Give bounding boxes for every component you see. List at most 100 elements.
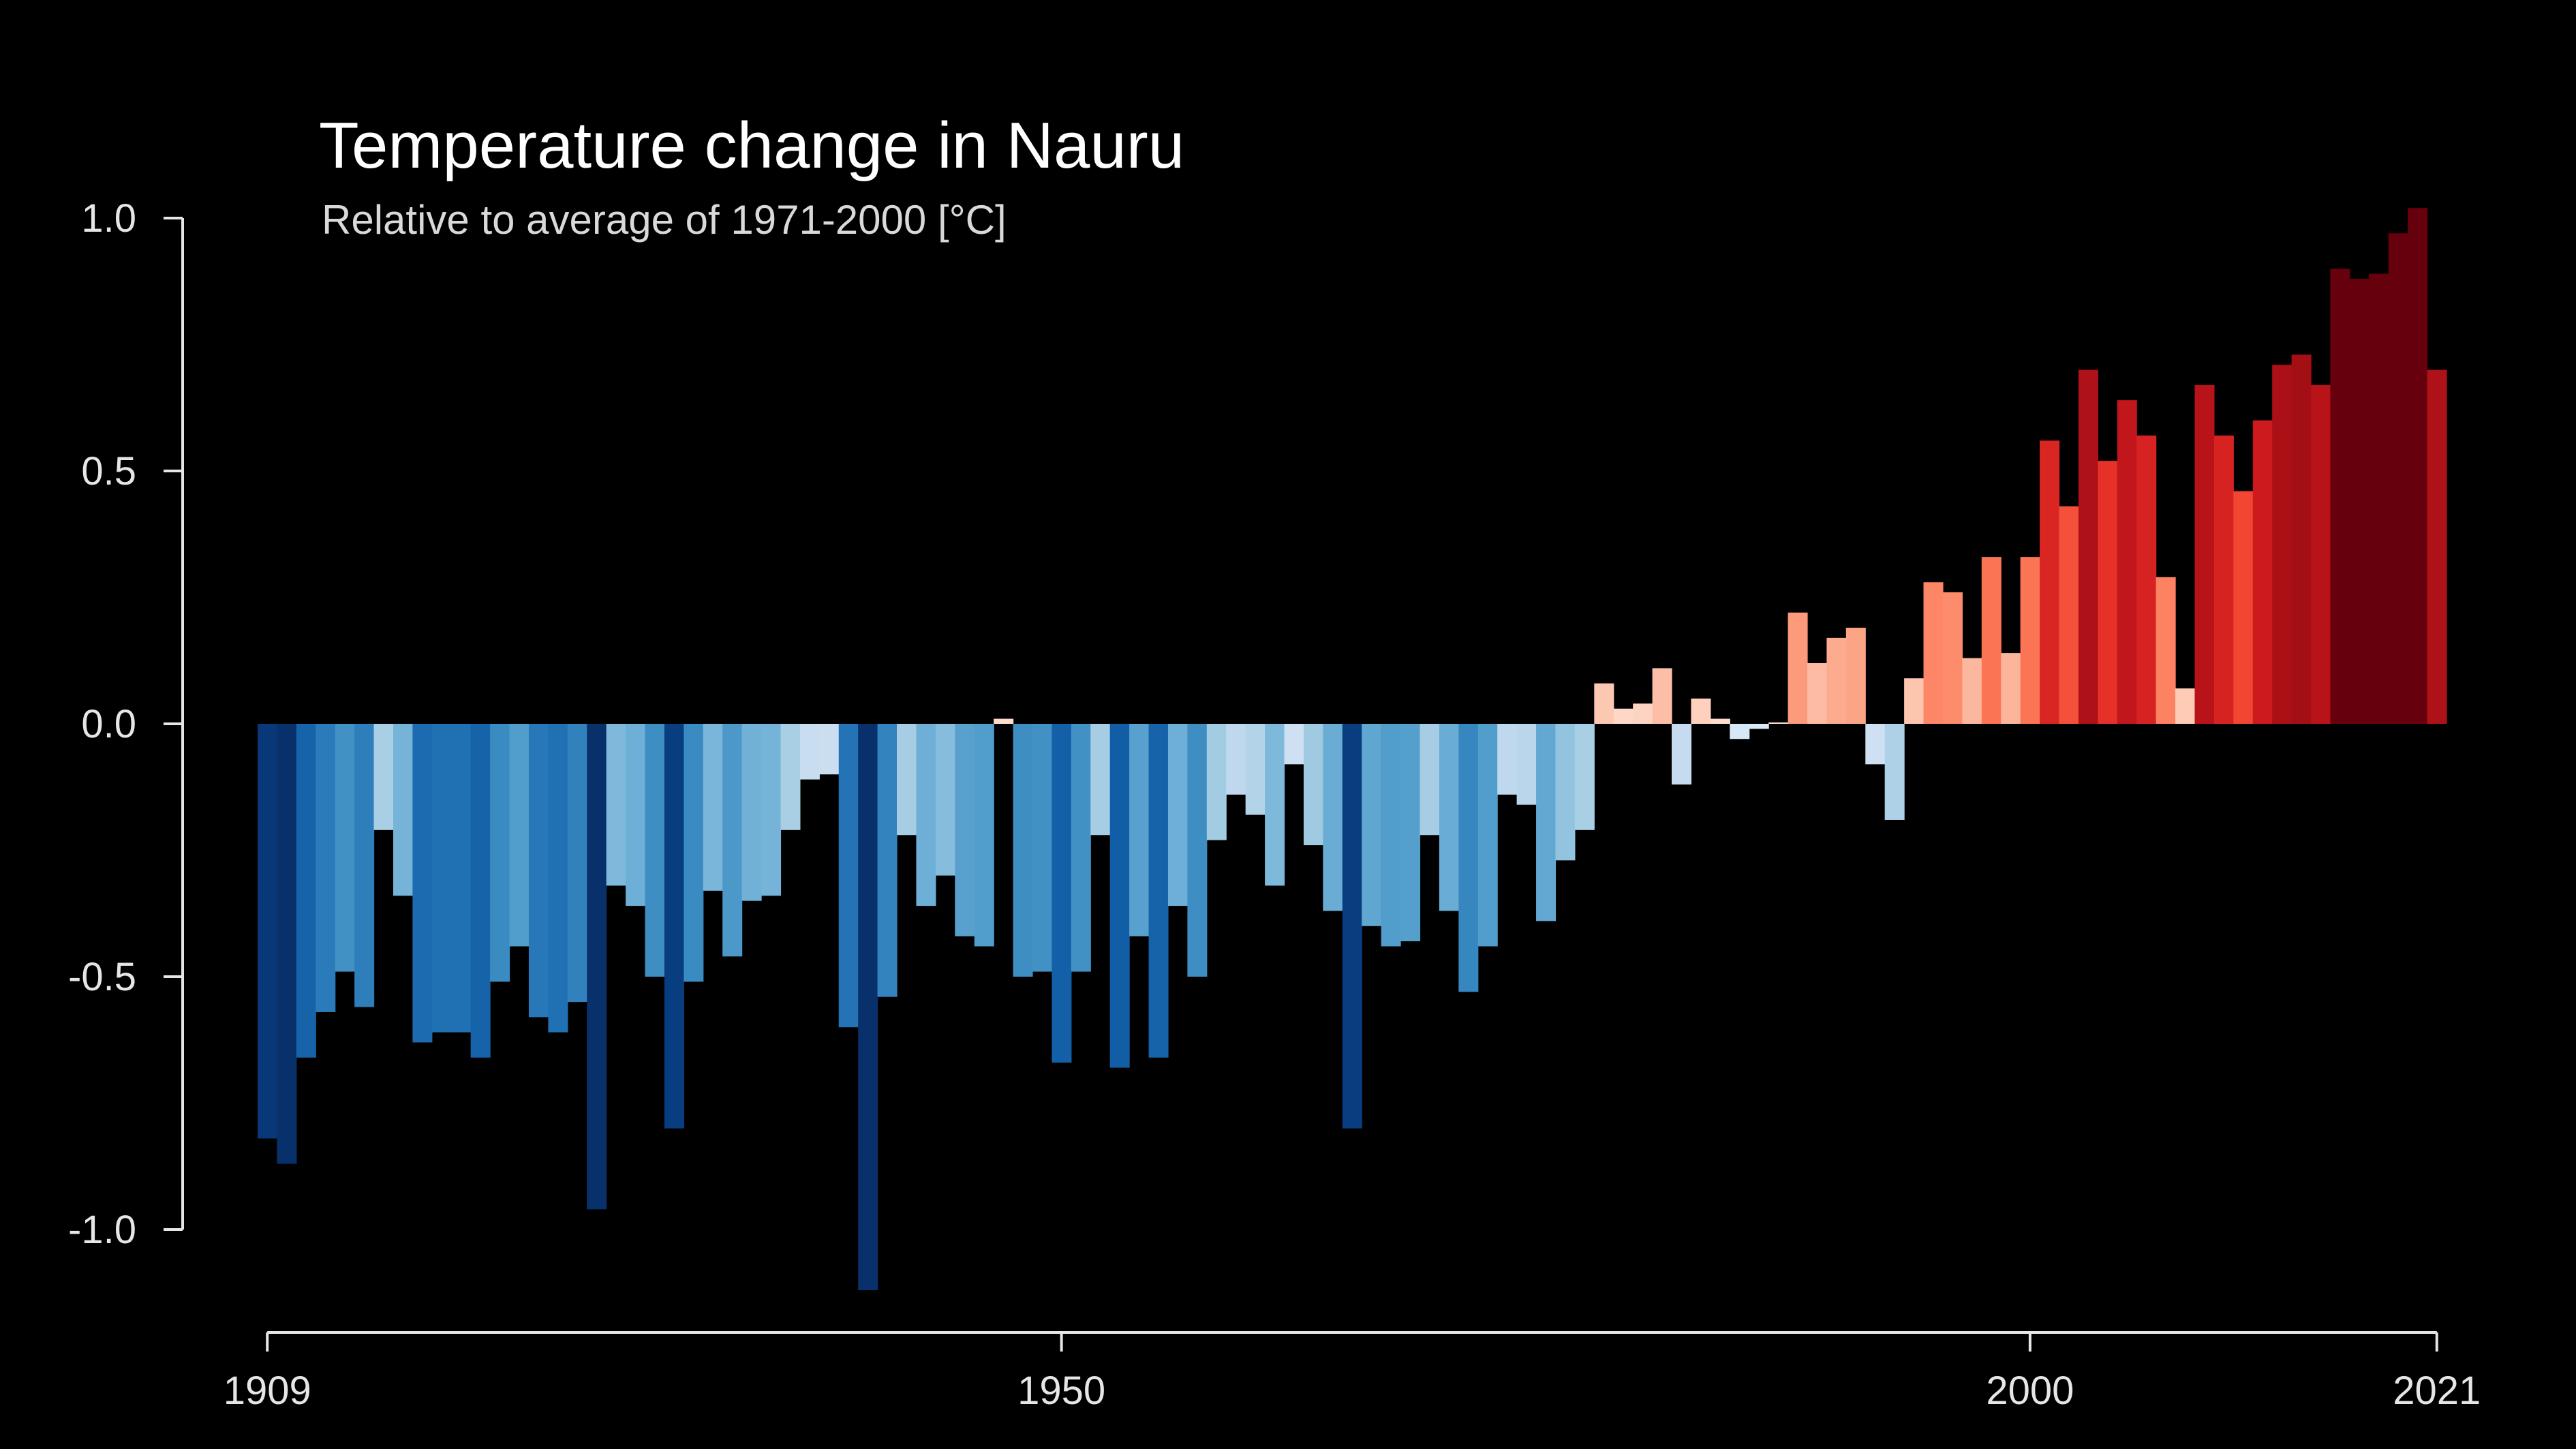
bar-2013	[2272, 365, 2293, 724]
x-tick-label: 2021	[2393, 1369, 2481, 1413]
bar-1960	[1245, 724, 1266, 815]
x-tick-label: 1950	[1017, 1369, 1105, 1413]
bar-1933	[722, 724, 743, 957]
bar-1945	[955, 724, 975, 936]
chart-subtitle: Relative to average of 1971-2000 [°C]	[322, 197, 1007, 243]
bar-1937	[799, 724, 820, 780]
y-tick-label: 0.5	[81, 449, 136, 493]
x-tick-label: 1909	[224, 1369, 311, 1413]
bar-2019	[2388, 233, 2408, 724]
bar-1922	[509, 724, 530, 947]
bar-1954	[1129, 724, 1150, 936]
bar-1977	[1574, 724, 1595, 830]
bar-1917	[412, 724, 433, 1043]
bar-1971	[1458, 724, 1479, 992]
bar-2009	[2194, 384, 2215, 724]
bar-1936	[780, 724, 801, 830]
bar-1980	[1633, 703, 1653, 724]
bar-2003	[2078, 369, 2098, 724]
bar-1910	[277, 724, 297, 1164]
bar-1928	[626, 724, 646, 906]
bar-2021	[2427, 369, 2447, 724]
bar-1944	[935, 724, 955, 876]
bar-2016	[2330, 269, 2350, 724]
bar-2015	[2311, 384, 2331, 724]
bar-2011	[2233, 491, 2254, 724]
bar-1943	[916, 724, 936, 906]
bar-1957	[1187, 724, 1208, 977]
bar-1947	[994, 718, 1014, 724]
bar-1931	[684, 724, 704, 982]
bar-1942	[897, 724, 917, 836]
bar-1959	[1226, 724, 1246, 795]
bar-1981	[1652, 668, 1672, 724]
bar-1994	[1904, 678, 1925, 724]
bar-1927	[606, 724, 626, 886]
bar-1992	[1865, 724, 1886, 765]
bar-1990	[1826, 637, 1847, 724]
bar-series	[258, 208, 2447, 1291]
x-axis: 1909 1950 2000 2021	[224, 1331, 2481, 1413]
bar-1974	[1516, 724, 1537, 805]
bar-1925	[567, 724, 587, 1003]
y-tick-label: 1.0	[81, 196, 136, 241]
bar-1985	[1730, 724, 1750, 739]
bar-1958	[1206, 724, 1227, 840]
bar-1966	[1362, 724, 1382, 926]
y-axis: 1.0 0.5 0.0 -0.5 -1.0	[68, 196, 184, 1252]
bar-1912	[316, 724, 336, 1012]
bar-1935	[761, 724, 782, 896]
bar-1973	[1497, 724, 1518, 795]
bar-2001	[2040, 440, 2060, 724]
bar-1984	[1710, 718, 1730, 724]
bar-1995	[1923, 582, 1944, 724]
bar-2012	[2252, 420, 2273, 724]
bar-1926	[587, 724, 607, 1210]
y-tick-label: -0.5	[68, 955, 136, 999]
bar-1949	[1032, 724, 1053, 972]
bar-2002	[2059, 506, 2079, 724]
bar-2007	[2156, 577, 2176, 724]
bar-1953	[1109, 724, 1130, 1068]
bar-1962	[1284, 724, 1304, 765]
bar-1921	[490, 724, 510, 982]
bar-1915	[373, 724, 394, 830]
bar-1982	[1672, 724, 1692, 785]
bar-1979	[1613, 708, 1634, 724]
bar-1938	[819, 724, 840, 775]
y-tick-label: -1.0	[68, 1208, 136, 1252]
bar-1970	[1439, 724, 1459, 911]
bar-1914	[354, 724, 375, 1007]
bar-2018	[2369, 273, 2389, 724]
bar-1989	[1807, 662, 1827, 724]
bar-1988	[1788, 612, 1808, 724]
bar-1950	[1052, 724, 1072, 1063]
bar-2017	[2349, 279, 2370, 724]
bar-1952	[1090, 724, 1111, 836]
bar-1923	[528, 724, 549, 1018]
bar-1911	[296, 724, 316, 1058]
bar-1941	[877, 724, 898, 997]
bar-1934	[741, 724, 762, 901]
y-tick-label: 0.0	[81, 702, 136, 746]
bar-1932	[703, 724, 723, 891]
bar-1951	[1071, 724, 1091, 972]
bar-1964	[1323, 724, 1343, 911]
bar-1916	[393, 724, 413, 896]
bar-2020	[2408, 208, 2428, 724]
bar-1948	[1013, 724, 1033, 977]
bar-1913	[335, 724, 355, 972]
bar-1991	[1845, 628, 1866, 724]
bar-1975	[1536, 724, 1557, 921]
bar-2014	[2291, 354, 2312, 724]
bar-1955	[1148, 724, 1169, 1058]
chart-title: Temperature change in Nauru	[319, 109, 1184, 182]
bar-1965	[1342, 724, 1362, 1129]
bar-1920	[470, 724, 491, 1058]
bar-1997	[1962, 658, 1982, 724]
bar-1919	[451, 724, 472, 1033]
bar-1999	[2001, 653, 2021, 724]
bar-1967	[1381, 724, 1401, 947]
bar-1978	[1594, 683, 1614, 724]
bar-1939	[838, 724, 859, 1028]
